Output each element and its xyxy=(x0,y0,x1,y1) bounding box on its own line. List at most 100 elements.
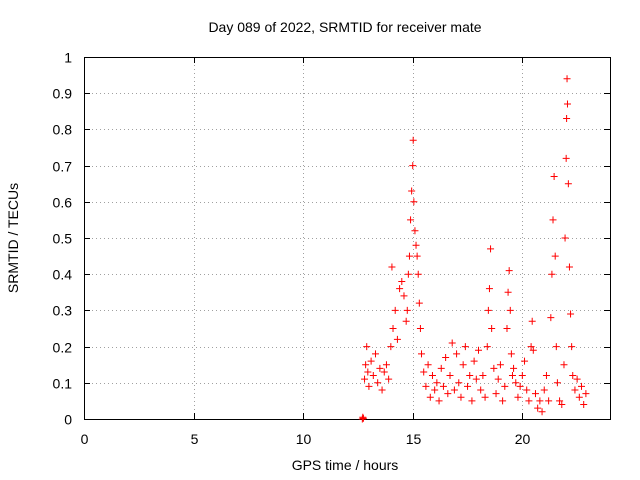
data-point xyxy=(552,343,560,351)
axis-ticks: 0 5 10 15 20 0 0.1 0.2 0.3 0.4 0.5 0.6 0.7 0.8 0.9 1 xyxy=(53,50,610,447)
data-point xyxy=(525,397,533,405)
data-point xyxy=(407,216,415,224)
data-point xyxy=(490,364,498,372)
y-tick-label: 0 xyxy=(64,412,72,428)
data-point xyxy=(457,393,465,401)
y-tick-label: 1 xyxy=(64,50,72,66)
data-point xyxy=(567,310,575,318)
data-point xyxy=(492,390,500,398)
data-point xyxy=(461,343,469,351)
data-point xyxy=(424,361,432,369)
data-point xyxy=(508,372,516,380)
data-point xyxy=(580,401,588,409)
data-point xyxy=(364,368,372,376)
data-point xyxy=(568,343,576,351)
x-tick-label: 20 xyxy=(515,431,531,447)
data-point xyxy=(477,386,485,394)
data-point xyxy=(415,299,423,307)
data-point xyxy=(382,361,390,369)
data-point xyxy=(433,379,441,387)
data-point xyxy=(428,372,436,380)
data-point xyxy=(550,172,558,180)
data-point xyxy=(503,325,511,332)
data-point xyxy=(416,325,424,332)
data-point xyxy=(453,350,461,358)
data-point xyxy=(448,339,456,347)
x-tick-label: 5 xyxy=(191,431,199,447)
data-point xyxy=(444,390,452,398)
data-point xyxy=(545,397,553,405)
data-point xyxy=(414,270,422,278)
data-point xyxy=(426,393,434,401)
data-point xyxy=(556,397,564,405)
data-point xyxy=(422,382,430,390)
data-point xyxy=(536,397,544,405)
y-tick-label: 0.7 xyxy=(53,159,73,175)
data-point xyxy=(575,393,583,401)
y-tick-label: 0.3 xyxy=(53,303,73,319)
data-point xyxy=(563,115,571,123)
data-point xyxy=(472,375,480,383)
data-point xyxy=(387,343,395,351)
data-point xyxy=(391,306,399,314)
data-point xyxy=(468,397,476,405)
data-point xyxy=(483,343,491,351)
y-tick-label: 0.5 xyxy=(53,231,73,247)
data-point xyxy=(571,386,579,394)
plot-area-frame xyxy=(84,57,611,420)
x-axis-label: GPS time / hours xyxy=(292,457,399,473)
data-point xyxy=(481,393,489,401)
data-point xyxy=(562,154,570,162)
data-point xyxy=(521,357,529,365)
data-point xyxy=(437,364,445,372)
grid-lines xyxy=(84,57,610,419)
data-point xyxy=(507,350,515,358)
data-point xyxy=(367,357,375,365)
data-point xyxy=(365,382,373,390)
data-point xyxy=(361,375,369,383)
data-point xyxy=(506,306,514,314)
data-point xyxy=(558,401,566,409)
data-point xyxy=(484,306,492,314)
data-point xyxy=(389,325,397,332)
data-point xyxy=(479,372,487,380)
x-tick-label: 0 xyxy=(81,431,89,447)
data-point xyxy=(553,379,561,387)
x-tick-label: 15 xyxy=(406,431,422,447)
data-point xyxy=(518,372,526,380)
y-tick-label: 0.4 xyxy=(53,267,73,283)
data-point xyxy=(369,372,377,380)
data-point xyxy=(534,404,542,412)
data-point xyxy=(420,368,428,376)
data-point xyxy=(413,252,421,260)
data-point xyxy=(516,382,524,390)
data-point xyxy=(510,364,518,372)
data-point xyxy=(485,285,493,293)
data-marks xyxy=(358,75,590,423)
data-point xyxy=(455,379,463,387)
data-point xyxy=(398,277,406,285)
data-point xyxy=(542,372,550,380)
data-point xyxy=(505,267,513,275)
data-point xyxy=(549,216,557,224)
data-point xyxy=(393,335,401,343)
data-point xyxy=(560,361,568,369)
data-point xyxy=(582,390,590,398)
data-point xyxy=(501,382,509,390)
data-point xyxy=(531,390,539,398)
data-point xyxy=(569,372,577,380)
data-point xyxy=(470,357,478,365)
data-point xyxy=(578,382,586,390)
data-point xyxy=(464,382,472,390)
data-point xyxy=(563,75,571,83)
data-point xyxy=(529,346,537,354)
data-point xyxy=(376,364,384,372)
y-tick-label: 0.9 xyxy=(53,86,73,102)
data-point xyxy=(359,414,367,422)
y-tick-label: 0.2 xyxy=(53,340,73,356)
data-point xyxy=(450,386,458,394)
data-point xyxy=(439,382,447,390)
data-point xyxy=(494,375,502,383)
data-point xyxy=(374,379,382,387)
data-point xyxy=(410,198,418,206)
